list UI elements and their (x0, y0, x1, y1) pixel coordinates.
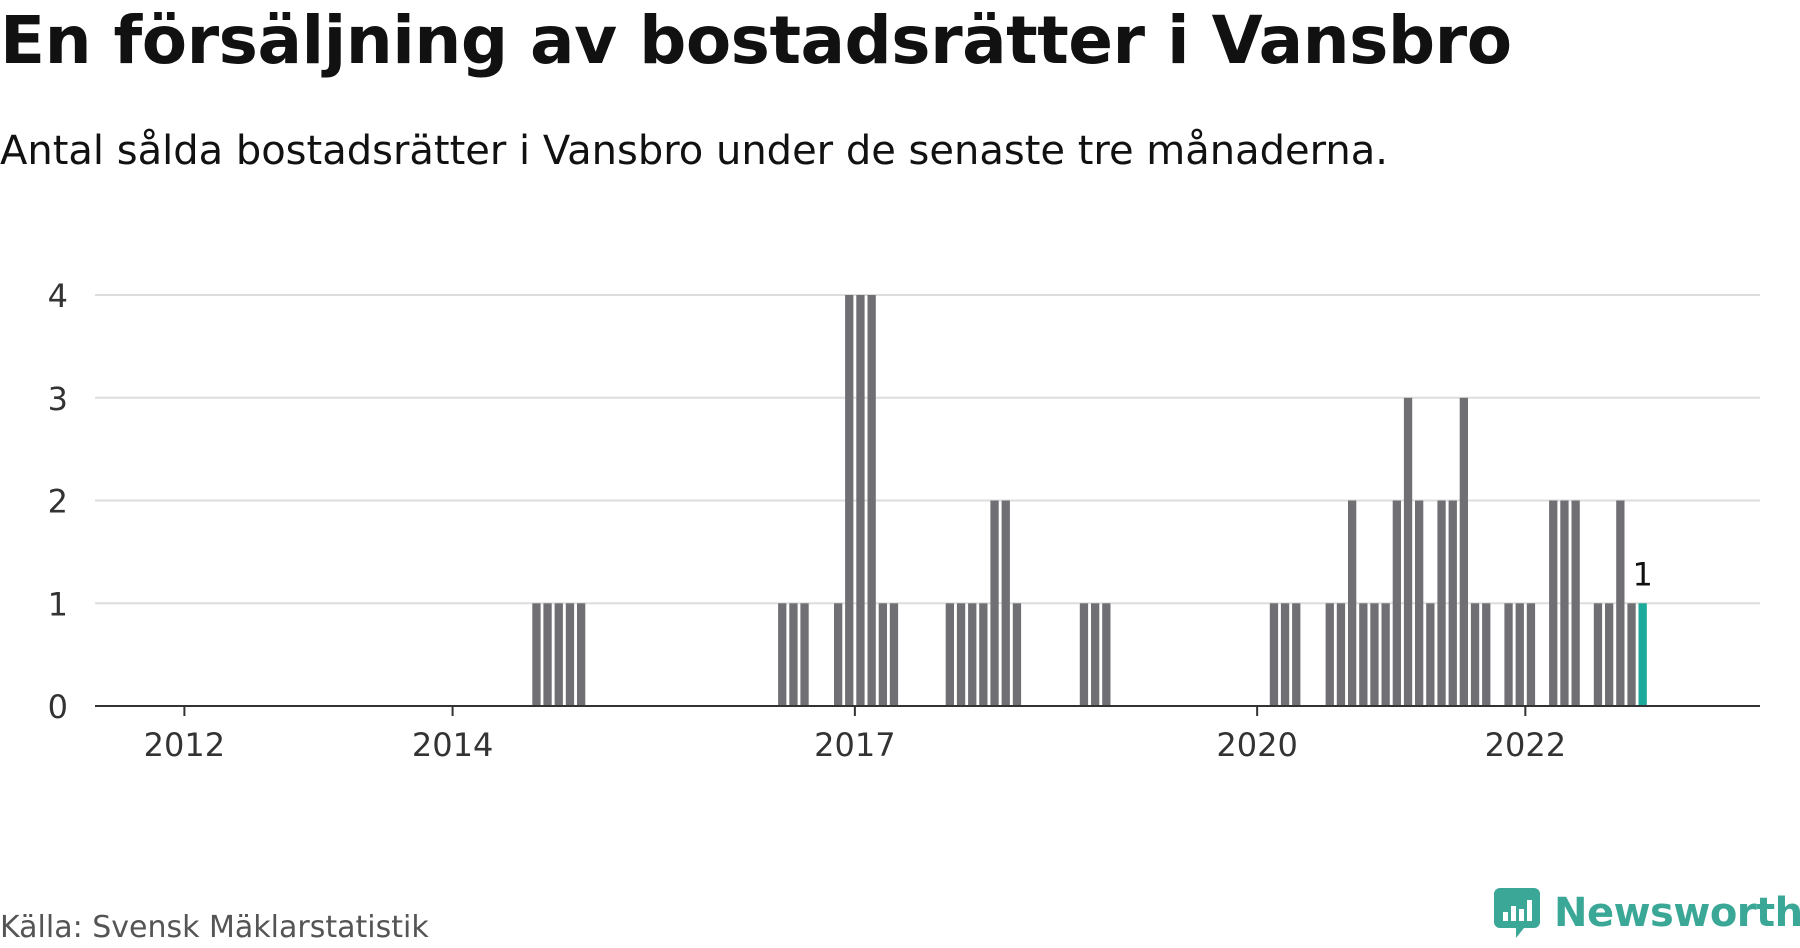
bar (845, 295, 854, 706)
bar (1415, 500, 1424, 706)
bar (1079, 603, 1089, 707)
bar (956, 603, 966, 707)
bar (968, 603, 977, 707)
bar (1381, 603, 1390, 707)
bar (1403, 397, 1413, 707)
y-tick-label: 2 (48, 483, 68, 521)
bar (577, 603, 586, 707)
bar (1571, 500, 1580, 706)
bar (1459, 397, 1468, 707)
x-tick-label: 2012 (144, 726, 225, 764)
bar (1448, 500, 1457, 706)
bar (1280, 603, 1290, 707)
bar (1549, 500, 1558, 706)
brand-name: Newsworthy (1554, 890, 1800, 936)
chart-title: En försäljning av bostadsrätter i Vansbr… (0, 2, 1512, 79)
bar (1526, 603, 1536, 707)
bar (1593, 603, 1603, 707)
bar (1482, 603, 1491, 707)
bar (1605, 603, 1614, 707)
bar (1437, 500, 1446, 706)
chart-subtitle: Antal sålda bostadsrätter i Vansbro unde… (0, 128, 1388, 174)
y-tick-label: 3 (48, 380, 68, 418)
bar (789, 603, 798, 707)
gridlines (95, 294, 1760, 605)
bar (1102, 603, 1111, 707)
bar (800, 603, 809, 707)
bar (1325, 603, 1334, 707)
x-tick-label: 2014 (412, 726, 493, 764)
bar (1091, 603, 1100, 707)
bar (1392, 500, 1401, 706)
bar (878, 603, 887, 707)
bar (889, 603, 899, 707)
data-label: 1 (1633, 555, 1653, 593)
highlight-bar (1638, 603, 1647, 707)
bar (1426, 603, 1435, 707)
bar (1012, 603, 1022, 707)
bar (1627, 603, 1636, 707)
bar (1348, 500, 1357, 706)
y-tick-label: 1 (48, 585, 68, 623)
bar (1292, 603, 1301, 707)
bar (1470, 603, 1480, 707)
y-tick-label: 4 (48, 277, 68, 315)
bar (834, 603, 843, 707)
bar (1504, 603, 1513, 707)
bar (1560, 500, 1569, 706)
x-tick-label: 2022 (1485, 726, 1566, 764)
y-tick-label: 0 (48, 688, 68, 726)
bar (979, 603, 988, 707)
bar (867, 295, 876, 706)
bar (532, 603, 541, 707)
bar (856, 295, 865, 706)
bar (990, 500, 999, 706)
bar (945, 603, 954, 707)
bar (1370, 603, 1379, 707)
axes: 0 1 2 3 4 1 2012 2014 2017 2020 2022 (48, 277, 1760, 764)
bar-chart-speech-icon (1494, 888, 1540, 938)
bar (1359, 603, 1368, 707)
bar (554, 603, 563, 707)
bar (778, 603, 787, 707)
bar (1515, 603, 1524, 707)
bar (1001, 500, 1010, 706)
brand-logo: Newsworthy (1494, 888, 1800, 938)
bar (1336, 603, 1346, 707)
x-tick-label: 2020 (1216, 726, 1297, 764)
bar (1269, 603, 1279, 707)
bar (1616, 500, 1625, 706)
x-tick-label: 2017 (814, 726, 895, 764)
bar (543, 603, 552, 707)
source-note: Källa: Svensk Mäklarstatistik (0, 910, 429, 945)
bars (532, 295, 1647, 707)
bar (565, 603, 575, 707)
